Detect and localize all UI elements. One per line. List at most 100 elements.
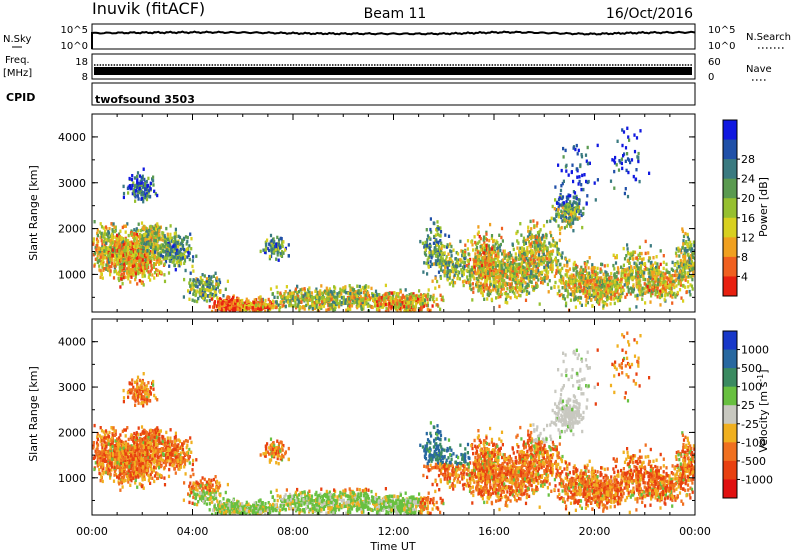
power-cell <box>500 272 503 276</box>
power-cell <box>528 263 531 267</box>
power-cell <box>429 308 432 312</box>
power-cell <box>518 262 521 266</box>
power-cell <box>148 194 151 199</box>
power-cell <box>429 217 432 221</box>
power-cell <box>566 260 569 264</box>
power-cell <box>594 291 597 295</box>
power-cell <box>549 219 552 223</box>
power-cell <box>286 300 289 304</box>
power-cell <box>485 244 488 248</box>
power-cell <box>596 284 599 288</box>
power-cell <box>409 295 412 300</box>
power-cell <box>413 309 416 312</box>
nave-tick-top: 60 <box>708 57 721 68</box>
power-cell <box>156 247 159 252</box>
power-cell <box>130 250 133 254</box>
power-cell <box>494 253 497 257</box>
power-cell <box>108 227 111 231</box>
power-cell <box>117 245 120 250</box>
power-cell <box>577 295 580 300</box>
power-cell <box>112 276 116 280</box>
power-cell <box>351 287 354 292</box>
power-cell <box>213 301 216 305</box>
power-cell <box>157 252 160 256</box>
power-cell <box>537 269 540 273</box>
power-cell <box>554 241 557 245</box>
power-cell <box>488 238 491 243</box>
power-cell <box>143 233 146 238</box>
power-cell <box>495 280 498 284</box>
power-cell <box>159 225 162 229</box>
power-cell <box>134 250 137 254</box>
power-cell <box>135 256 138 260</box>
power-cell <box>525 274 528 278</box>
power-cell <box>539 239 542 243</box>
power-cell <box>138 190 142 195</box>
power-cell <box>473 259 476 263</box>
power-cell <box>573 275 576 279</box>
power-cell <box>502 287 506 291</box>
power-cell <box>490 256 493 260</box>
power-cell <box>498 265 501 270</box>
power-cell <box>482 283 485 288</box>
power-cell <box>206 284 209 289</box>
power-cell <box>151 250 154 254</box>
power-cell <box>389 301 392 306</box>
power-cell <box>176 256 180 260</box>
power-cell <box>550 267 553 271</box>
power-cell <box>127 270 131 274</box>
power-cell <box>126 186 129 191</box>
power-cell <box>566 274 569 279</box>
power-cell <box>434 259 437 263</box>
power-cell <box>538 230 541 234</box>
power-cell <box>160 253 163 258</box>
power-cell <box>111 241 114 245</box>
power-cell <box>190 282 194 286</box>
power-cell <box>499 263 502 267</box>
power-cell <box>151 253 154 258</box>
power-cell <box>502 268 505 273</box>
power-cell <box>401 293 405 298</box>
power-cell <box>517 286 521 290</box>
power-cell <box>463 264 466 269</box>
power-cell <box>114 263 118 267</box>
power-cell <box>148 251 151 256</box>
power-cell <box>382 297 385 301</box>
power-cell <box>207 294 210 298</box>
power-cell <box>192 286 195 290</box>
power-cell <box>248 310 251 312</box>
power-cell <box>128 261 131 265</box>
power-cell <box>103 236 106 241</box>
nsky-tick-top: 10^5 <box>61 25 88 36</box>
power-cell <box>163 262 166 266</box>
power-cell <box>418 294 421 298</box>
power-cell <box>434 249 437 253</box>
power-cell <box>140 181 143 185</box>
power-cell <box>501 274 504 279</box>
power-cell <box>404 309 407 312</box>
power-cell <box>472 290 475 294</box>
power-cell <box>136 186 139 190</box>
power-cell <box>96 254 99 258</box>
power-cell <box>134 195 137 199</box>
power-cell <box>554 198 557 202</box>
power-cell <box>612 297 616 301</box>
power-cell <box>228 302 231 307</box>
power-cell <box>219 303 222 307</box>
power-cell <box>470 274 473 278</box>
power-cell <box>272 241 275 246</box>
power-cell <box>133 239 136 243</box>
power-cell <box>277 303 280 307</box>
power-cell <box>433 299 436 304</box>
power-cell <box>494 268 497 272</box>
power-cell <box>132 273 135 277</box>
power-cell <box>133 237 136 241</box>
power-cell <box>279 300 282 305</box>
power-cell <box>538 257 541 261</box>
power-cell <box>357 289 360 293</box>
power-cell <box>489 282 492 287</box>
power-cell <box>449 249 452 253</box>
power-cell <box>155 243 158 247</box>
power-cell <box>518 251 521 255</box>
power-cell <box>204 282 207 287</box>
